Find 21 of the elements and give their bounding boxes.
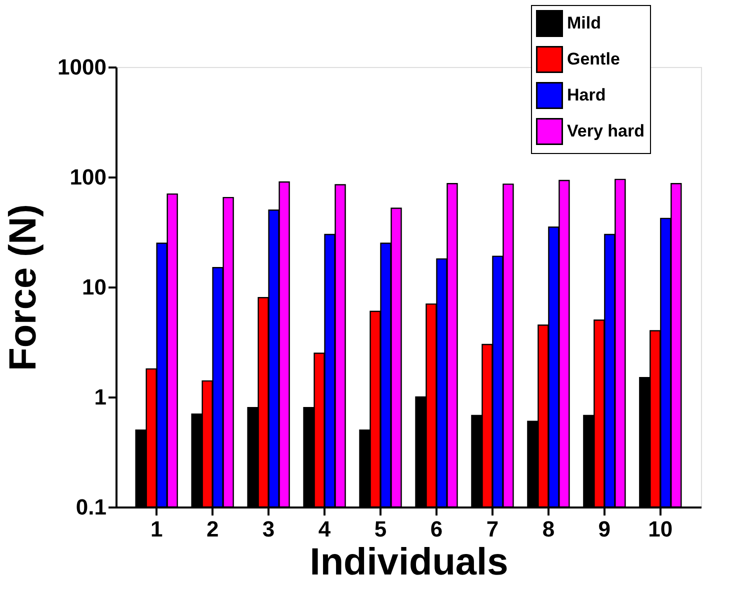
x-tick-label: 7 [486, 516, 499, 542]
x-tick-label: 10 [648, 516, 673, 542]
y-tick-label: 1000 [58, 54, 106, 80]
y-tick-label: 100 [70, 164, 106, 190]
x-axis-title: Individuals [310, 542, 508, 584]
legend-label: Mild [567, 14, 601, 32]
x-tick-label: 4 [318, 516, 332, 542]
x-tick-label: 9 [598, 516, 611, 542]
legend-label: Hard [567, 86, 606, 104]
legend-label: Gentle [567, 50, 620, 68]
y-tick-label: 10 [82, 274, 106, 300]
x-tick-label: 6 [430, 516, 443, 542]
x-tick-label: 8 [542, 516, 555, 542]
x-tick-label: 1 [150, 516, 163, 542]
y-tick-label: 1 [94, 384, 106, 410]
x-tick-label: 5 [374, 516, 387, 542]
x-tick-label: 2 [206, 516, 219, 542]
y-axis-title: Force (N) [2, 204, 45, 371]
x-tick-label: 3 [262, 516, 275, 542]
y-tick-label: 0.1 [76, 494, 106, 520]
legend-label: Very hard [567, 122, 644, 140]
